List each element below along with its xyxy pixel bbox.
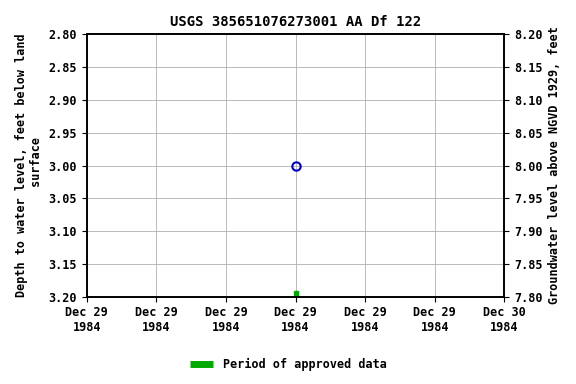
Title: USGS 385651076273001 AA Df 122: USGS 385651076273001 AA Df 122 [170,15,421,29]
Legend: Period of approved data: Period of approved data [185,354,391,376]
Y-axis label: Groundwater level above NGVD 1929, feet: Groundwater level above NGVD 1929, feet [548,26,561,305]
Y-axis label: Depth to water level, feet below land
 surface: Depth to water level, feet below land su… [15,34,43,297]
